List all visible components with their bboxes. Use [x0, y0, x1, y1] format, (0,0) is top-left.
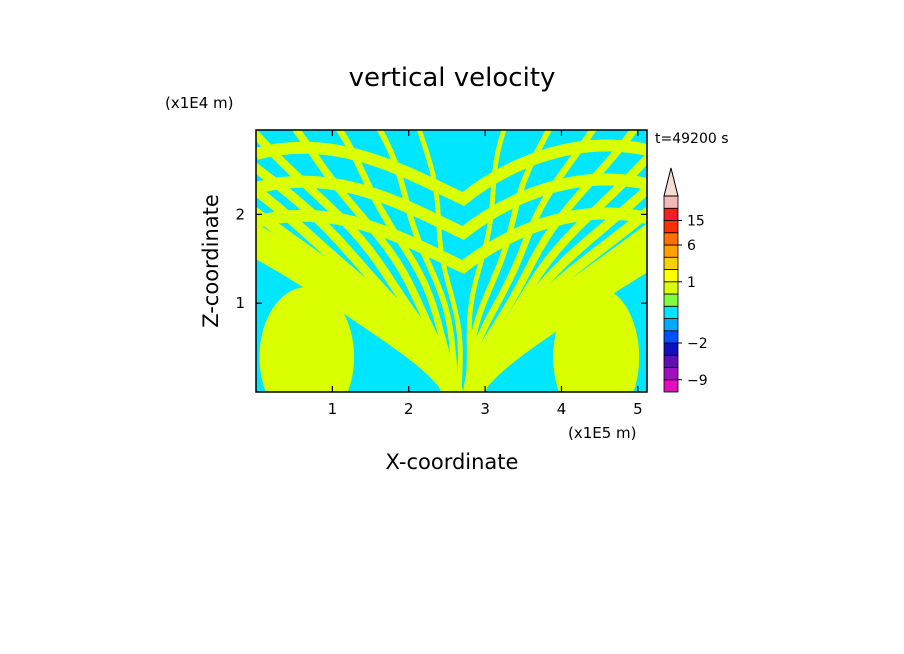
- y-tick-label: 2: [235, 205, 245, 223]
- y-axis: 12: [235, 205, 647, 312]
- colorbar-swatch: [663, 330, 679, 344]
- time-label: t=49200 s: [655, 131, 729, 147]
- colorbar-swatch: [663, 195, 679, 209]
- colorbar-swatch: [663, 269, 679, 283]
- field-band: [256, 173, 647, 241]
- colorbar: −9 −2 1 6 15: [663, 167, 708, 393]
- field-plume: [553, 287, 640, 392]
- field-band: [463, 152, 647, 392]
- field-band: [256, 222, 455, 392]
- colorbar-label: −2: [687, 336, 708, 352]
- x-axis: 1 2 3 4 5: [328, 130, 643, 418]
- colorbar-swatch: [663, 367, 679, 381]
- field-band: [256, 206, 454, 392]
- field-plume: [259, 287, 355, 392]
- x-tick-label: 2: [404, 400, 414, 418]
- colorbar-swatch: [663, 305, 679, 319]
- field-band: [256, 139, 647, 207]
- x-tick-label: 1: [328, 400, 338, 418]
- field-band: [464, 130, 597, 392]
- y-axis-unit: (x1E4 m): [165, 94, 234, 112]
- x-tick-label: 5: [633, 400, 643, 418]
- colorbar-swatch: [663, 342, 679, 356]
- colorbar-swatch: [663, 232, 679, 246]
- colorbar-swatch: [663, 281, 679, 295]
- colorbar-label: −9: [687, 373, 708, 389]
- colorbar-swatch: [663, 220, 679, 234]
- field-band: [469, 256, 647, 392]
- colorbar-swatch: [663, 318, 679, 332]
- colorbar-label: 1: [687, 275, 696, 291]
- velocity-field: [256, 130, 647, 392]
- colorbar-swatch: [663, 207, 679, 221]
- y-tick-label: 1: [235, 294, 245, 312]
- x-tick-label: 3: [480, 400, 490, 418]
- field-band: [256, 207, 647, 275]
- colorbar-extend-arrow: [663, 167, 679, 197]
- colorbar-label: 15: [687, 214, 705, 230]
- colorbar-swatch: [663, 379, 679, 393]
- x-tick-label: 4: [557, 400, 567, 418]
- chart-title: vertical velocity: [349, 63, 556, 93]
- x-axis-label: X-coordinate: [386, 450, 519, 474]
- y-axis-label: Z-coordinate: [199, 194, 223, 328]
- field-band: [336, 130, 462, 392]
- field-band: [292, 130, 464, 392]
- plot-frame: [255, 129, 648, 393]
- colorbar-swatch: [663, 244, 679, 258]
- colorbar-swatch: [663, 354, 679, 368]
- colorbar-swatch: [663, 293, 679, 307]
- x-axis-unit: (x1E5 m): [568, 424, 637, 442]
- colorbar-label: 6: [687, 238, 696, 254]
- colorbar-swatch: [663, 256, 679, 270]
- field-bands: [256, 130, 647, 392]
- field-band: [466, 130, 552, 392]
